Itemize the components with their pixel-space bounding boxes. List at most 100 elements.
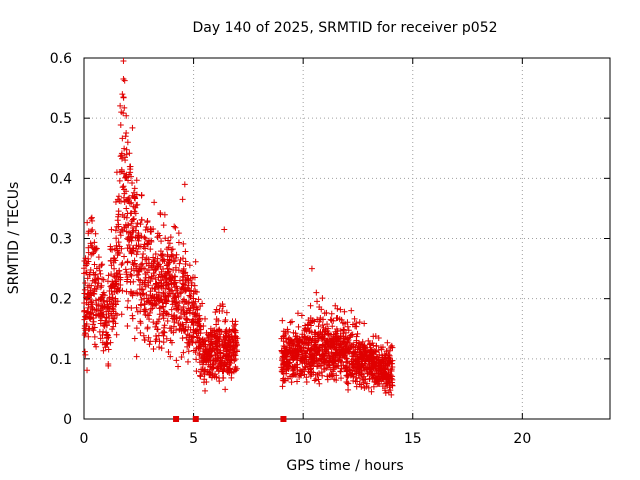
data-point xyxy=(136,234,143,241)
data-point xyxy=(109,305,116,312)
data-point xyxy=(184,284,191,291)
data-point xyxy=(111,265,118,272)
data-point xyxy=(127,163,134,170)
data-point xyxy=(177,313,184,320)
data-point xyxy=(90,327,97,334)
data-point xyxy=(183,298,190,305)
data-point xyxy=(294,310,301,317)
data-point xyxy=(198,368,205,375)
data-point xyxy=(230,352,237,359)
data-point xyxy=(196,335,203,342)
data-point xyxy=(287,348,294,355)
data-point xyxy=(343,345,350,352)
data-point xyxy=(164,261,171,268)
data-point xyxy=(332,302,339,309)
data-point xyxy=(197,373,204,380)
data-point xyxy=(297,336,304,343)
y-tick-label: 0.4 xyxy=(50,171,72,187)
axis-ticks xyxy=(83,57,610,420)
data-point xyxy=(112,227,119,234)
data-point xyxy=(219,301,226,308)
data-point xyxy=(337,306,344,313)
data-point xyxy=(356,356,363,363)
data-point xyxy=(167,337,174,344)
data-point xyxy=(281,350,288,357)
data-point xyxy=(95,275,102,282)
data-point xyxy=(124,235,131,242)
data-point xyxy=(161,329,168,336)
data-point xyxy=(139,286,146,293)
data-point xyxy=(201,355,208,362)
data-point xyxy=(118,109,125,116)
data-point xyxy=(387,344,394,351)
data-point xyxy=(145,334,152,341)
data-point xyxy=(96,328,103,335)
data-point xyxy=(159,257,166,264)
data-point xyxy=(130,278,137,285)
data-point xyxy=(282,347,289,354)
data-point xyxy=(356,319,363,326)
data-point xyxy=(309,317,316,324)
data-point xyxy=(171,300,178,307)
data-point xyxy=(99,332,106,339)
data-point xyxy=(160,289,167,296)
data-point xyxy=(84,294,91,301)
data-point xyxy=(122,266,129,273)
data-point xyxy=(119,135,126,142)
data-point xyxy=(384,362,391,369)
data-point xyxy=(114,285,121,292)
data-point xyxy=(101,341,108,348)
data-point xyxy=(389,376,396,383)
data-point xyxy=(372,364,379,371)
data-point xyxy=(90,321,97,328)
data-point xyxy=(180,323,187,330)
data-point xyxy=(227,365,234,372)
data-point xyxy=(173,304,180,311)
data-point xyxy=(304,325,311,332)
data-point xyxy=(121,104,128,111)
data-point xyxy=(128,199,135,206)
data-point xyxy=(170,323,177,330)
data-point xyxy=(202,341,209,348)
data-point xyxy=(149,305,156,312)
data-point xyxy=(278,335,285,342)
data-point xyxy=(82,314,89,321)
data-point xyxy=(179,286,186,293)
data-point xyxy=(90,318,97,325)
data-point xyxy=(294,361,301,368)
data-point xyxy=(316,380,323,387)
data-point xyxy=(185,277,192,284)
data-point xyxy=(179,273,186,280)
data-point xyxy=(97,320,104,327)
data-point xyxy=(107,257,114,264)
data-point xyxy=(98,282,105,289)
data-point xyxy=(144,240,151,247)
data-point xyxy=(135,276,142,283)
data-point xyxy=(193,327,200,334)
data-point xyxy=(125,177,132,184)
data-point xyxy=(119,287,126,294)
data-point xyxy=(162,285,169,292)
data-point xyxy=(83,269,90,276)
data-point xyxy=(199,300,206,307)
data-point xyxy=(87,310,94,317)
data-point xyxy=(361,320,368,327)
data-point xyxy=(156,298,163,305)
data-point xyxy=(334,314,341,321)
data-point xyxy=(97,335,104,342)
data-point xyxy=(292,371,299,378)
data-point xyxy=(181,181,188,188)
data-point xyxy=(164,253,171,260)
data-point xyxy=(177,277,184,284)
data-point xyxy=(350,341,357,348)
data-point xyxy=(190,295,197,302)
data-point xyxy=(309,336,316,343)
data-point xyxy=(213,306,220,313)
data-point xyxy=(189,334,196,341)
data-point xyxy=(341,308,348,315)
data-point xyxy=(131,193,138,200)
data-point xyxy=(191,274,198,281)
data-point xyxy=(91,245,98,252)
data-point xyxy=(151,272,158,279)
data-point xyxy=(108,245,115,252)
